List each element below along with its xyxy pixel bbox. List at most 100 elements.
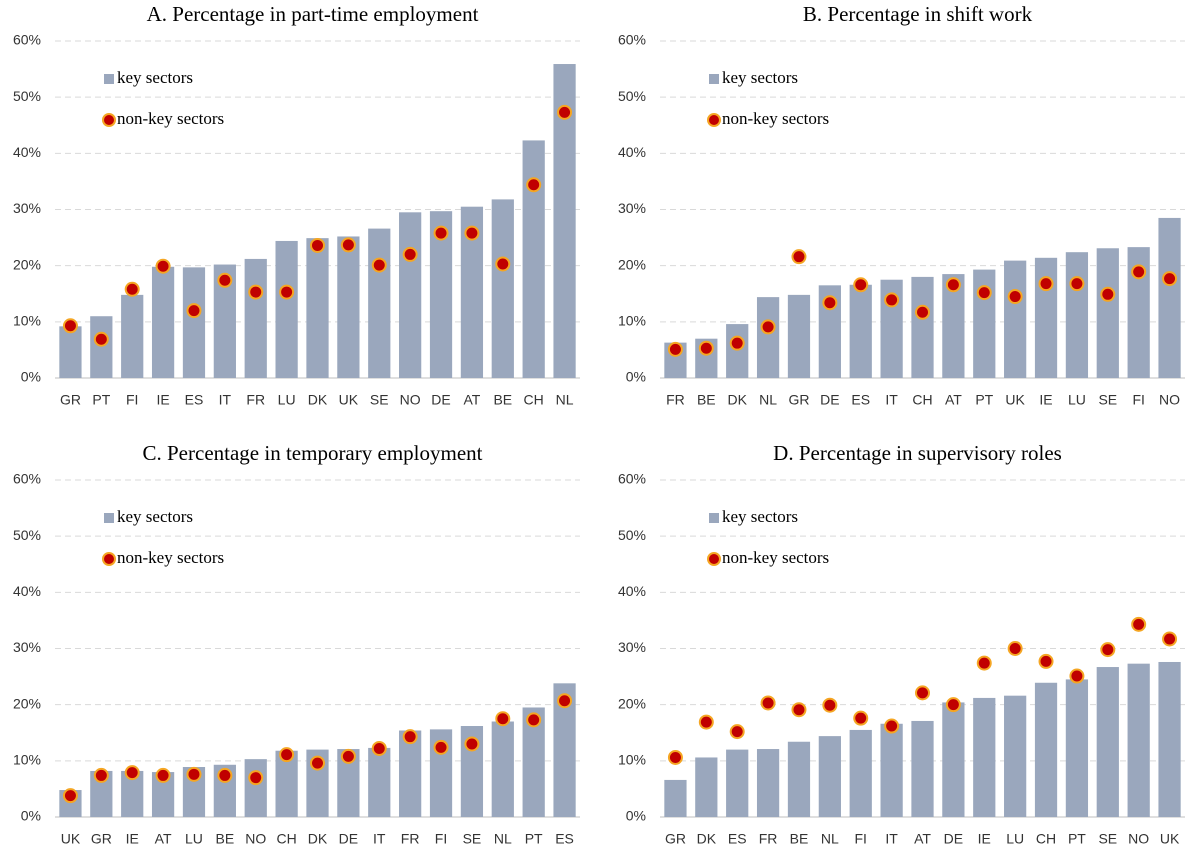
marker (1100, 642, 1116, 658)
marker (1131, 616, 1147, 632)
bar (942, 274, 965, 378)
marker (1131, 264, 1147, 280)
x-tick-label: IT (219, 392, 232, 408)
marker (433, 739, 449, 755)
y-tick-label: 40% (13, 583, 41, 599)
x-tick-label: IT (373, 831, 386, 847)
x-tick-label: BE (216, 831, 235, 847)
marker (340, 748, 356, 764)
x-tick-label: DE (944, 831, 963, 847)
marker (1100, 286, 1116, 302)
x-tick-label: NL (556, 392, 574, 408)
y-tick-label: 0% (626, 369, 646, 385)
x-tick-label: SE (1098, 831, 1117, 847)
x-tick-label: UK (61, 831, 81, 847)
marker (186, 766, 202, 782)
x-tick-label: DE (431, 392, 450, 408)
bar (368, 747, 391, 817)
y-tick-label: 50% (618, 527, 646, 543)
marker (698, 340, 714, 356)
marker (402, 246, 418, 262)
x-tick-label: IE (126, 831, 139, 847)
bar (337, 236, 360, 378)
bar (182, 767, 206, 817)
bar (973, 697, 996, 817)
marker (155, 767, 171, 783)
bar (1096, 667, 1119, 817)
marker (93, 331, 109, 347)
x-tick-label: ES (728, 831, 747, 847)
bar (756, 297, 780, 378)
bar (399, 212, 422, 378)
marker (822, 697, 838, 713)
bar (151, 772, 175, 817)
legend-swatch (102, 113, 116, 127)
marker (1162, 271, 1178, 287)
legend-label: non-key sectors (117, 109, 224, 128)
x-tick-label: GR (665, 831, 686, 847)
x-tick-label: GR (60, 392, 81, 408)
x-tick-label: NL (494, 831, 512, 847)
x-tick-label: AT (914, 831, 931, 847)
x-tick-label: IE (978, 831, 991, 847)
marker (279, 284, 295, 300)
x-tick-label: IE (1039, 392, 1052, 408)
bar (275, 750, 298, 817)
marker (1069, 668, 1085, 684)
marker (248, 770, 264, 786)
y-tick-label: 10% (13, 313, 41, 329)
bar (1065, 252, 1089, 378)
marker (124, 281, 140, 297)
bar (1065, 679, 1089, 817)
bar (756, 749, 780, 817)
y-tick-label: 60% (618, 32, 646, 48)
x-tick-label: LU (278, 392, 296, 408)
x-tick-label: LU (1068, 392, 1086, 408)
bar (306, 238, 329, 378)
marker (853, 710, 869, 726)
marker (402, 729, 418, 745)
marker (791, 702, 807, 718)
bar (1004, 695, 1027, 817)
bar (399, 730, 422, 817)
marker (433, 225, 449, 241)
marker (1162, 631, 1178, 647)
y-tick-label: 10% (618, 752, 646, 768)
x-tick-label: PT (1068, 831, 1086, 847)
marker (1038, 276, 1054, 292)
bar (182, 267, 206, 378)
chart-title: C. Percentage in temporary employment (143, 441, 483, 465)
marker (760, 695, 776, 711)
y-tick-label: 50% (618, 88, 646, 104)
x-tick-label: IT (885, 392, 898, 408)
legend-label: key sectors (117, 68, 193, 87)
y-tick-label: 60% (618, 471, 646, 487)
marker (93, 767, 109, 783)
x-tick-label: NL (759, 392, 777, 408)
x-tick-label: BE (697, 392, 716, 408)
bar (1158, 661, 1181, 817)
y-tick-label: 10% (618, 313, 646, 329)
x-tick-label: DK (697, 831, 717, 847)
y-tick-label: 0% (21, 369, 41, 385)
y-tick-label: 20% (618, 256, 646, 272)
marker (1007, 641, 1023, 656)
x-tick-label: UK (339, 392, 359, 408)
marker (945, 277, 961, 293)
x-tick-label: FR (759, 831, 778, 847)
marker (822, 295, 838, 311)
bar (90, 770, 113, 817)
marker (217, 767, 233, 783)
marker (884, 718, 900, 734)
bar (664, 779, 687, 817)
y-tick-label: 60% (13, 32, 41, 48)
marker (976, 655, 992, 671)
x-tick-label: IE (156, 392, 169, 408)
legend-label: key sectors (722, 68, 798, 87)
marker (915, 304, 930, 320)
bar (553, 64, 576, 379)
bar (1127, 247, 1150, 378)
marker (884, 292, 900, 308)
marker (945, 697, 961, 713)
legend-label: non-key sectors (722, 548, 829, 567)
